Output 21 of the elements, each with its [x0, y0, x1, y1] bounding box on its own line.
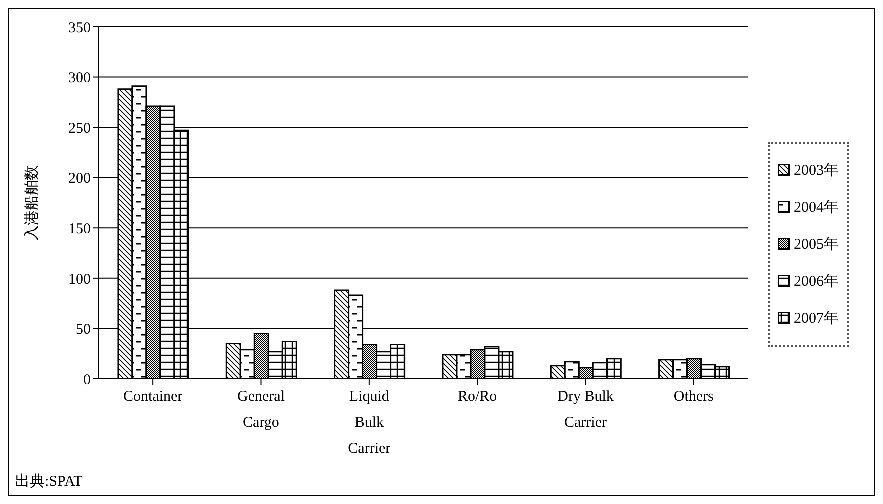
- x-tick-label: Dry Bulk Carrier: [558, 389, 614, 431]
- y-tick-label: 250: [68, 120, 91, 137]
- legend-label: 2004年: [794, 198, 839, 216]
- legend-label: 2005年: [794, 236, 839, 254]
- legend-label: 2006年: [794, 272, 839, 290]
- y-tick-label: 100: [68, 272, 91, 288]
- x-tick-label: Ro/Ro: [458, 389, 498, 405]
- x-tick-label: Container: [124, 389, 183, 405]
- y-tick-label: 350: [68, 20, 91, 36]
- x-tick-label: General Cargo: [238, 389, 285, 431]
- x-tick-label: Liquid Bulk Carrier: [348, 389, 391, 457]
- x-tick-label: Others: [674, 389, 714, 405]
- y-tick-label: 300: [68, 70, 91, 87]
- y-tick-label: 200: [68, 171, 91, 188]
- legend-label: 2007年: [794, 310, 839, 328]
- y-axis-title: 入港船舶数: [23, 166, 40, 240]
- source-note: 出典:SPAT: [15, 472, 83, 491]
- y-tick-label: 50: [76, 322, 91, 338]
- legend-label: 2003年: [794, 162, 839, 180]
- y-tick-label: 0: [84, 372, 91, 388]
- y-tick-label: 150: [68, 221, 91, 238]
